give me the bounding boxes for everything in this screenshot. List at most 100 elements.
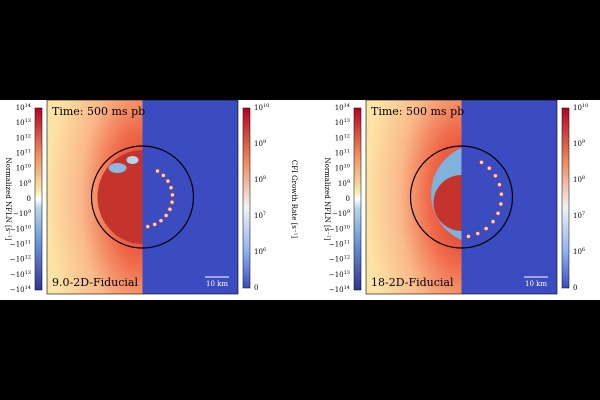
tick-label: −1014 xyxy=(329,285,350,295)
tick-exponent: 9 xyxy=(347,178,350,184)
tick-exponent: 13 xyxy=(25,118,31,124)
tick-label: −1014 xyxy=(10,285,31,295)
tick-mantissa: 0 xyxy=(573,284,577,292)
tick-exponent: 10 xyxy=(344,163,350,169)
tick-mantissa: 10 xyxy=(254,248,263,256)
cfi-spot xyxy=(493,173,498,179)
tick-exponent: 13 xyxy=(344,269,350,275)
tick-label: −1011 xyxy=(329,239,350,249)
tick-exponent: 12 xyxy=(25,254,31,260)
tick-label: 1011 xyxy=(16,148,31,158)
cfi-spot xyxy=(475,231,481,236)
tick-mantissa: −10 xyxy=(329,271,344,279)
cfi-spot xyxy=(479,160,484,165)
cfi-spot xyxy=(152,222,158,227)
tick-label: −1013 xyxy=(10,269,31,279)
tick-mantissa: 10 xyxy=(335,134,344,142)
cfi-spot xyxy=(170,192,175,198)
tick-exponent: 12 xyxy=(344,133,350,139)
right-colorbar xyxy=(561,107,570,289)
scale-label: 10 km xyxy=(525,280,547,288)
tick-mantissa: 10 xyxy=(335,119,344,127)
tick-mantissa: −10 xyxy=(10,241,25,249)
scale-label: 10 km xyxy=(206,280,228,288)
tick-label: 107 xyxy=(573,211,585,221)
tick-mantissa: 10 xyxy=(335,150,344,158)
cfi-spot xyxy=(161,173,166,178)
left-colorbar xyxy=(353,107,362,291)
tick-exponent: 10 xyxy=(582,103,588,109)
tick-exponent: 7 xyxy=(582,211,585,217)
tick-exponent: 14 xyxy=(344,285,350,291)
tick-mantissa: −10 xyxy=(13,210,28,218)
tick-mantissa: 10 xyxy=(254,212,263,220)
image-frame xyxy=(365,99,558,295)
tick-mantissa: −10 xyxy=(10,256,25,264)
tick-exponent: 10 xyxy=(344,224,350,230)
tick-label: −109 xyxy=(13,209,31,219)
tick-mantissa: −10 xyxy=(329,241,344,249)
tick-exponent: 14 xyxy=(25,285,31,291)
cfi-spot xyxy=(163,213,169,218)
tick-exponent: 10 xyxy=(25,163,31,169)
time-label: Time: 500 ms pb xyxy=(52,105,145,118)
image-frame xyxy=(46,99,239,295)
tick-exponent: 11 xyxy=(344,148,350,154)
tick-label: 109 xyxy=(338,178,350,188)
cfi-spot xyxy=(497,182,502,187)
tick-label: 1011 xyxy=(335,148,350,158)
tick-label: −1013 xyxy=(329,269,350,279)
tick-exponent: 9 xyxy=(28,178,31,184)
tick-label: −1012 xyxy=(10,254,31,264)
model-label: 18-2D-Fiducial xyxy=(371,276,454,289)
tick-mantissa: 0 xyxy=(27,195,31,203)
tick-exponent: 11 xyxy=(344,239,350,245)
tick-exponent: 6 xyxy=(263,247,266,253)
tick-mantissa: 10 xyxy=(254,104,263,112)
tick-mantissa: −10 xyxy=(329,225,344,233)
tick-label: 1013 xyxy=(16,118,31,128)
tick-mantissa: −10 xyxy=(10,286,25,294)
tick-exponent: 11 xyxy=(25,148,31,154)
tick-mantissa: −10 xyxy=(10,271,25,279)
tick-label: 108 xyxy=(573,175,585,185)
tick-mantissa: 10 xyxy=(19,180,28,188)
tick-exponent: 11 xyxy=(25,239,31,245)
tick-label: 1013 xyxy=(335,118,350,128)
tick-label: 106 xyxy=(254,247,266,257)
cfi-spot xyxy=(498,201,504,207)
tick-mantissa: 10 xyxy=(573,104,582,112)
tick-mantissa: 10 xyxy=(16,150,25,158)
tick-label: 1014 xyxy=(16,103,31,113)
core xyxy=(433,175,462,231)
tick-mantissa: 10 xyxy=(335,104,344,112)
tick-mantissa: −10 xyxy=(332,210,347,218)
tick-label: 1010 xyxy=(16,163,31,173)
top-band xyxy=(0,0,600,100)
tick-label: 1010 xyxy=(335,163,350,173)
cfi-spot xyxy=(168,185,174,191)
tick-exponent: 10 xyxy=(25,224,31,230)
panel: 101410131012101110101090−109−1010−1011−1… xyxy=(4,99,298,295)
tick-mantissa: 10 xyxy=(16,134,25,142)
tick-mantissa: −10 xyxy=(329,256,344,264)
core xyxy=(97,150,143,244)
tick-label: 107 xyxy=(254,211,266,221)
cfi-half xyxy=(461,100,557,294)
tick-exponent: 8 xyxy=(263,175,266,181)
tick-exponent: 10 xyxy=(263,103,269,109)
cfi-spot xyxy=(499,191,504,197)
cfi-half xyxy=(142,100,238,294)
tick-mantissa: −10 xyxy=(329,286,344,294)
panel: 101410131012101110101090−109−1010−1011−1… xyxy=(323,99,588,295)
tick-label: 1014 xyxy=(335,103,350,113)
tick-label: −1010 xyxy=(329,224,350,234)
right-colorbar-label: CFI Growth Rate [s⁻¹] xyxy=(290,160,298,239)
cfi-spot xyxy=(167,206,173,212)
tick-label: 0 xyxy=(346,195,350,203)
model-label: 9.0-2D-Fiducial xyxy=(52,276,138,289)
tick-exponent: 12 xyxy=(344,254,350,260)
tick-label: 0 xyxy=(27,195,31,203)
tick-mantissa: 10 xyxy=(573,212,582,220)
